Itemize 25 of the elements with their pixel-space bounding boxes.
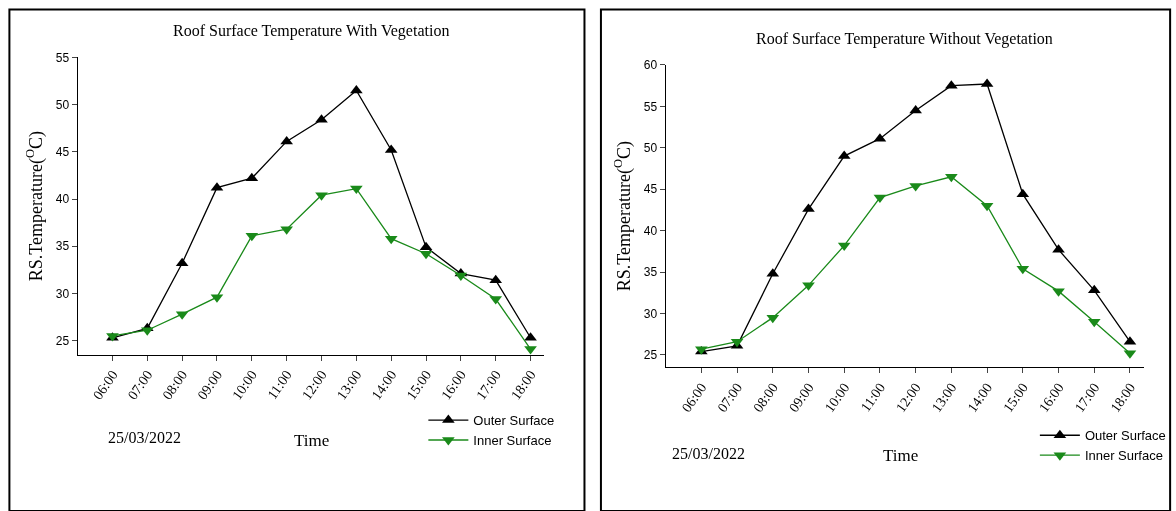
legend-label: Inner Surface bbox=[1084, 448, 1163, 464]
y-tick-label: 25 bbox=[643, 348, 658, 363]
text: 25/03/2022 bbox=[672, 445, 745, 462]
y-tick-label: 55 bbox=[55, 50, 70, 65]
y-tick-label: 25 bbox=[55, 333, 70, 348]
chart-title: Roof Surface Temperature Without Vegetation bbox=[756, 30, 1053, 48]
y-tick-label: 35 bbox=[643, 265, 658, 280]
y-tick-label: 45 bbox=[55, 145, 70, 159]
legend-label: Inner Surface bbox=[473, 433, 552, 449]
x-axis-title: Time bbox=[883, 446, 919, 465]
y-tick-label: 35 bbox=[55, 239, 70, 254]
y-tick-label: 50 bbox=[643, 141, 658, 156]
y-tick-label: 50 bbox=[55, 97, 70, 112]
legend-label: Outer Surface bbox=[473, 413, 555, 429]
y-tick-label: 45 bbox=[643, 182, 658, 197]
y-tick-label: 55 bbox=[643, 99, 658, 114]
y-tick-label: 30 bbox=[55, 286, 70, 301]
y-tick-label: 40 bbox=[643, 223, 658, 238]
y-tick-label: 40 bbox=[55, 192, 70, 207]
text: 25/03/2022 bbox=[108, 429, 181, 446]
chart-title: Roof Surface Temperature With Vegetation bbox=[173, 22, 450, 40]
y-tick-label: 60 bbox=[643, 58, 658, 73]
legend-label: Outer Surface bbox=[1084, 428, 1166, 444]
x-axis-title: Time bbox=[294, 431, 330, 450]
y-tick-label: 30 bbox=[643, 306, 658, 321]
